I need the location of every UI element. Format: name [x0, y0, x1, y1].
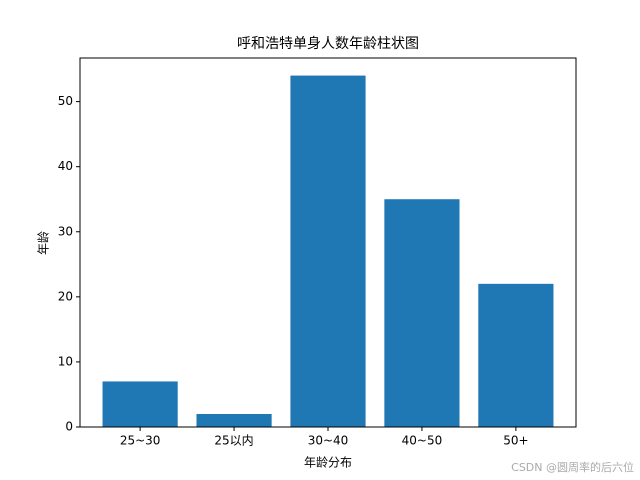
x-tick-label: 30~40: [308, 434, 349, 448]
x-axis-label: 年龄分布: [304, 456, 352, 470]
x-tick-label: 25~30: [120, 434, 161, 448]
bar: [478, 283, 554, 427]
x-tick-label: 50+: [503, 434, 528, 448]
y-tick-label: 10: [58, 354, 73, 368]
bar: [384, 199, 460, 427]
y-axis-label: 年龄: [37, 231, 51, 255]
watermark: CSDN @圆周率的后六位: [511, 460, 634, 474]
y-tick-label: 0: [65, 420, 73, 434]
y-tick-label: 30: [58, 224, 73, 238]
chart-title: 呼和浩特单身人数年龄柱状图: [237, 36, 419, 52]
y-tick-label: 50: [58, 94, 73, 108]
y-tick-label: 20: [58, 289, 73, 303]
bar: [196, 413, 272, 427]
plot-frame: [79, 57, 577, 428]
y-tick-label: 40: [58, 159, 73, 173]
bar: [102, 381, 178, 427]
bar: [290, 75, 366, 428]
x-tick-label: 25以内: [214, 434, 253, 448]
x-tick-label: 40~50: [402, 434, 443, 448]
